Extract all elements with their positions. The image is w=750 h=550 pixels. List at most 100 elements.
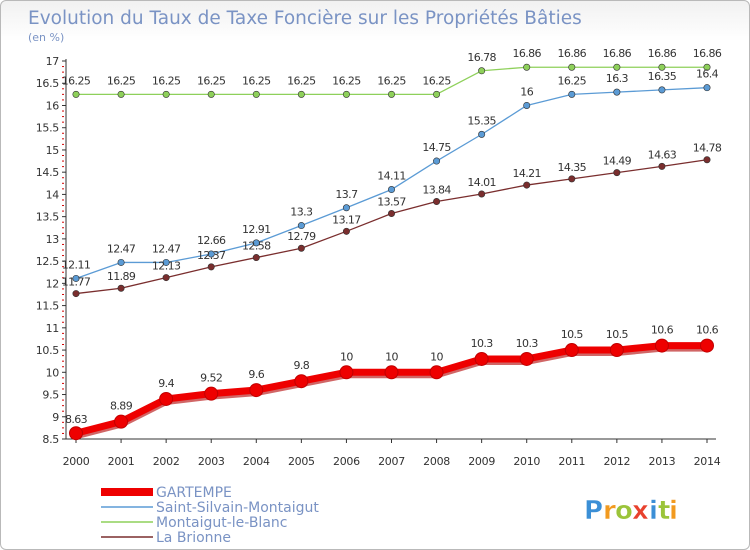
series-point [613,63,621,71]
y-minor-tick [62,366,64,368]
series-point [433,157,441,165]
logo-letter: o [615,496,633,526]
x-tick-label: 2004 [243,455,270,468]
data-label: 13.17 [332,213,361,226]
series-point [609,343,624,358]
y-minor-tick [62,166,64,168]
data-label: 16.3 [606,72,629,85]
data-label: 10.3 [471,337,494,350]
y-minor-tick [62,210,64,212]
y-tick-label: 13.5 [36,211,60,224]
series-point [249,383,264,398]
data-label: 16.78 [467,51,496,64]
y-tick-label: 12.5 [36,255,60,268]
y-minor-tick [62,177,64,179]
logo-letter: i [669,496,678,526]
data-label: 12.47 [152,242,181,255]
y-minor-tick [62,377,64,379]
y-minor-tick [62,421,64,423]
series-point [162,90,170,98]
y-tick-label: 13 [46,233,60,246]
data-label: 16.25 [377,74,406,87]
y-minor-tick [62,266,64,268]
series-point [117,90,125,98]
y-minor-tick [62,205,64,207]
x-tick-label: 2002 [153,455,180,468]
y-minor-tick [62,332,64,334]
series-point [252,239,260,247]
y-minor-tick [62,382,64,384]
y-tick-label: 8.5 [42,433,59,446]
data-label: 16.86 [693,47,722,60]
x-tick-label: 2012 [603,455,630,468]
data-label: 13.3 [290,206,313,219]
series-point [568,175,576,183]
data-label: 14.35 [558,161,587,174]
y-minor-tick [62,221,64,223]
series-point [342,204,350,212]
series-point [658,86,666,94]
data-label: 16.25 [197,74,226,87]
data-label: 13.84 [422,184,451,197]
y-minor-tick [62,338,64,340]
y-minor-tick [62,360,64,362]
y-minor-tick [62,316,64,318]
series-point [384,365,399,380]
x-tick-label: 2014 [694,455,721,468]
y-minor-tick [62,388,64,390]
series-point [478,130,486,138]
y-minor-tick [62,71,64,73]
data-label: 10.3 [516,337,539,350]
x-tick-label: 2001 [108,455,135,468]
series-point [387,210,395,218]
data-label: 16.35 [648,70,677,83]
data-label: 16.86 [558,47,587,60]
x-tick-label: 2007 [378,455,405,468]
series-point [703,63,711,71]
y-minor-tick [62,299,64,301]
series-point [523,181,531,189]
data-label: 9.4 [158,377,174,390]
series-point [207,263,215,271]
y-minor-tick [62,432,64,434]
x-tick-label: 2008 [423,455,450,468]
data-label: 14.78 [693,142,722,155]
y-minor-tick [62,344,64,345]
series-point [72,290,80,298]
logo-letter: i [649,496,658,526]
logo-letter: x [632,496,649,526]
data-label: 10.6 [696,324,719,337]
y-minor-tick [62,110,64,112]
series-point [72,274,80,282]
data-label: 16.25 [242,74,271,87]
x-tick-label: 2003 [198,455,225,468]
logo-letter: P [584,496,603,526]
series-point [117,258,125,266]
data-label: 16.86 [512,47,541,60]
x-tick-label: 2013 [649,455,676,468]
series-point [703,156,711,164]
data-label: 14.63 [648,148,677,161]
series-point [342,227,350,235]
series-point [204,386,219,401]
data-label: 12.47 [107,242,136,255]
data-label: 10 [385,350,398,363]
data-label: 12.66 [197,234,226,247]
data-label: 16.25 [422,74,451,87]
y-minor-tick [62,227,64,229]
y-tick-label: 17 [46,55,60,68]
y-minor-tick [62,255,64,257]
data-label: 10.5 [561,328,584,341]
series-point [297,222,305,230]
series-point [564,343,579,358]
data-label: 13.7 [335,188,358,201]
y-tick-label: 12 [46,277,59,290]
series-point [429,365,444,380]
series-point [433,90,441,98]
y-minor-tick [62,143,64,145]
y-minor-tick [62,277,64,279]
series-point [72,90,80,98]
data-label: 16.25 [152,74,181,87]
y-minor-tick [62,293,64,295]
